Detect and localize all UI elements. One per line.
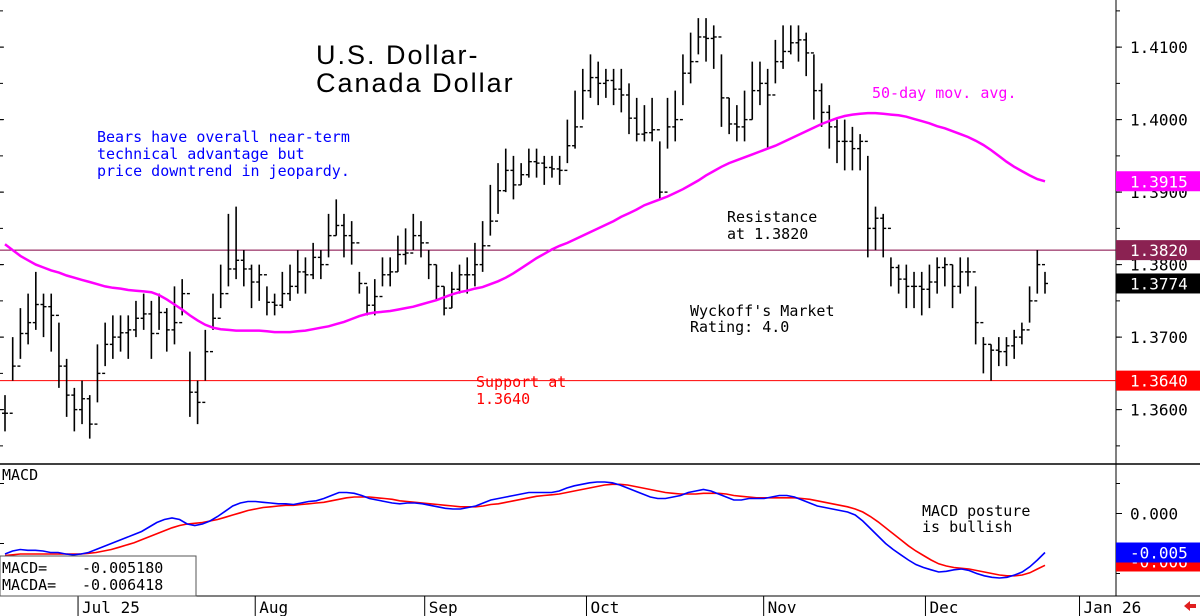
moving-average	[4, 111, 1046, 334]
macd-series-macd	[4, 481, 1046, 579]
macda-readout-label: MACDA=	[2, 576, 56, 594]
price-axis-label: 1.4100	[1130, 38, 1188, 57]
macd-readout-box	[0, 555, 197, 597]
price-tag-bg	[1116, 370, 1200, 391]
month-label: Nov	[768, 598, 797, 616]
chart-title-line-2: Canada Dollar	[316, 68, 515, 98]
rating-label-line-1: Wyckoff's Market	[690, 302, 835, 320]
macd-readout-label: MACD=	[2, 559, 47, 577]
month-label: Sep	[429, 598, 458, 616]
month-label: Dec	[929, 598, 958, 616]
gridlines	[77, 596, 1081, 616]
support-label-line-2: 1.3640	[476, 390, 530, 408]
price-tag-label: 1.3640	[1130, 372, 1188, 391]
resistance-label-line-2: at 1.3820	[727, 225, 808, 243]
month-label: Oct	[590, 598, 619, 616]
month-label: Aug	[259, 598, 288, 616]
chart-title-line-1: U.S. Dollar-	[316, 40, 480, 70]
macd-readout-value: -0.005180	[82, 559, 163, 577]
month-label: Jul 25	[82, 598, 140, 616]
macd-panel-title: MACD	[2, 466, 38, 484]
resistance-label-line-1: Resistance	[727, 208, 817, 226]
month-label: Jan 26	[1084, 598, 1142, 616]
price-tag-bg	[1116, 240, 1200, 261]
price-tag-bg	[1116, 273, 1200, 294]
price-tag-label: 1.3915	[1130, 172, 1188, 191]
macda-readout-value: -0.006418	[82, 576, 163, 594]
price-axis-label: 1.3800	[1130, 256, 1188, 275]
macd-series-macda	[4, 483, 1046, 577]
price-tag-bg	[1116, 171, 1200, 192]
support-label-line-1: Support at	[476, 373, 566, 391]
comment-line-1: Bears have overall near-term	[97, 128, 350, 146]
rating-label-line-2: Rating: 4.0	[690, 318, 789, 336]
macd-tag-bg	[1116, 542, 1200, 563]
ma50-line	[4, 111, 1046, 334]
macd-tag-label: -0.005	[1130, 544, 1188, 563]
comment-line-3: price downtrend in jeopardy.	[97, 162, 350, 180]
macd-lines	[4, 481, 1046, 579]
support-resistance-lines	[0, 249, 1200, 382]
price-axis-label: 1.4000	[1130, 111, 1188, 130]
price-axis-label: 1.3600	[1130, 401, 1188, 420]
ma-label: 50-day mov. avg.	[872, 84, 1017, 102]
price-axis-label: 1.3700	[1130, 328, 1188, 347]
comment-line-2: technical advantage but	[97, 145, 305, 163]
scroll-right-arrow-icon[interactable]	[1184, 601, 1196, 611]
macd-axis-label: 0.000	[1130, 505, 1178, 524]
price-bars	[2, 18, 1048, 439]
macd-comment-line-1: MACD posture	[922, 502, 1030, 520]
price-tag-label: 1.3774	[1130, 274, 1188, 293]
macd-comment-line-2: is bullish	[922, 518, 1012, 536]
price-tag-label: 1.3820	[1130, 241, 1188, 260]
